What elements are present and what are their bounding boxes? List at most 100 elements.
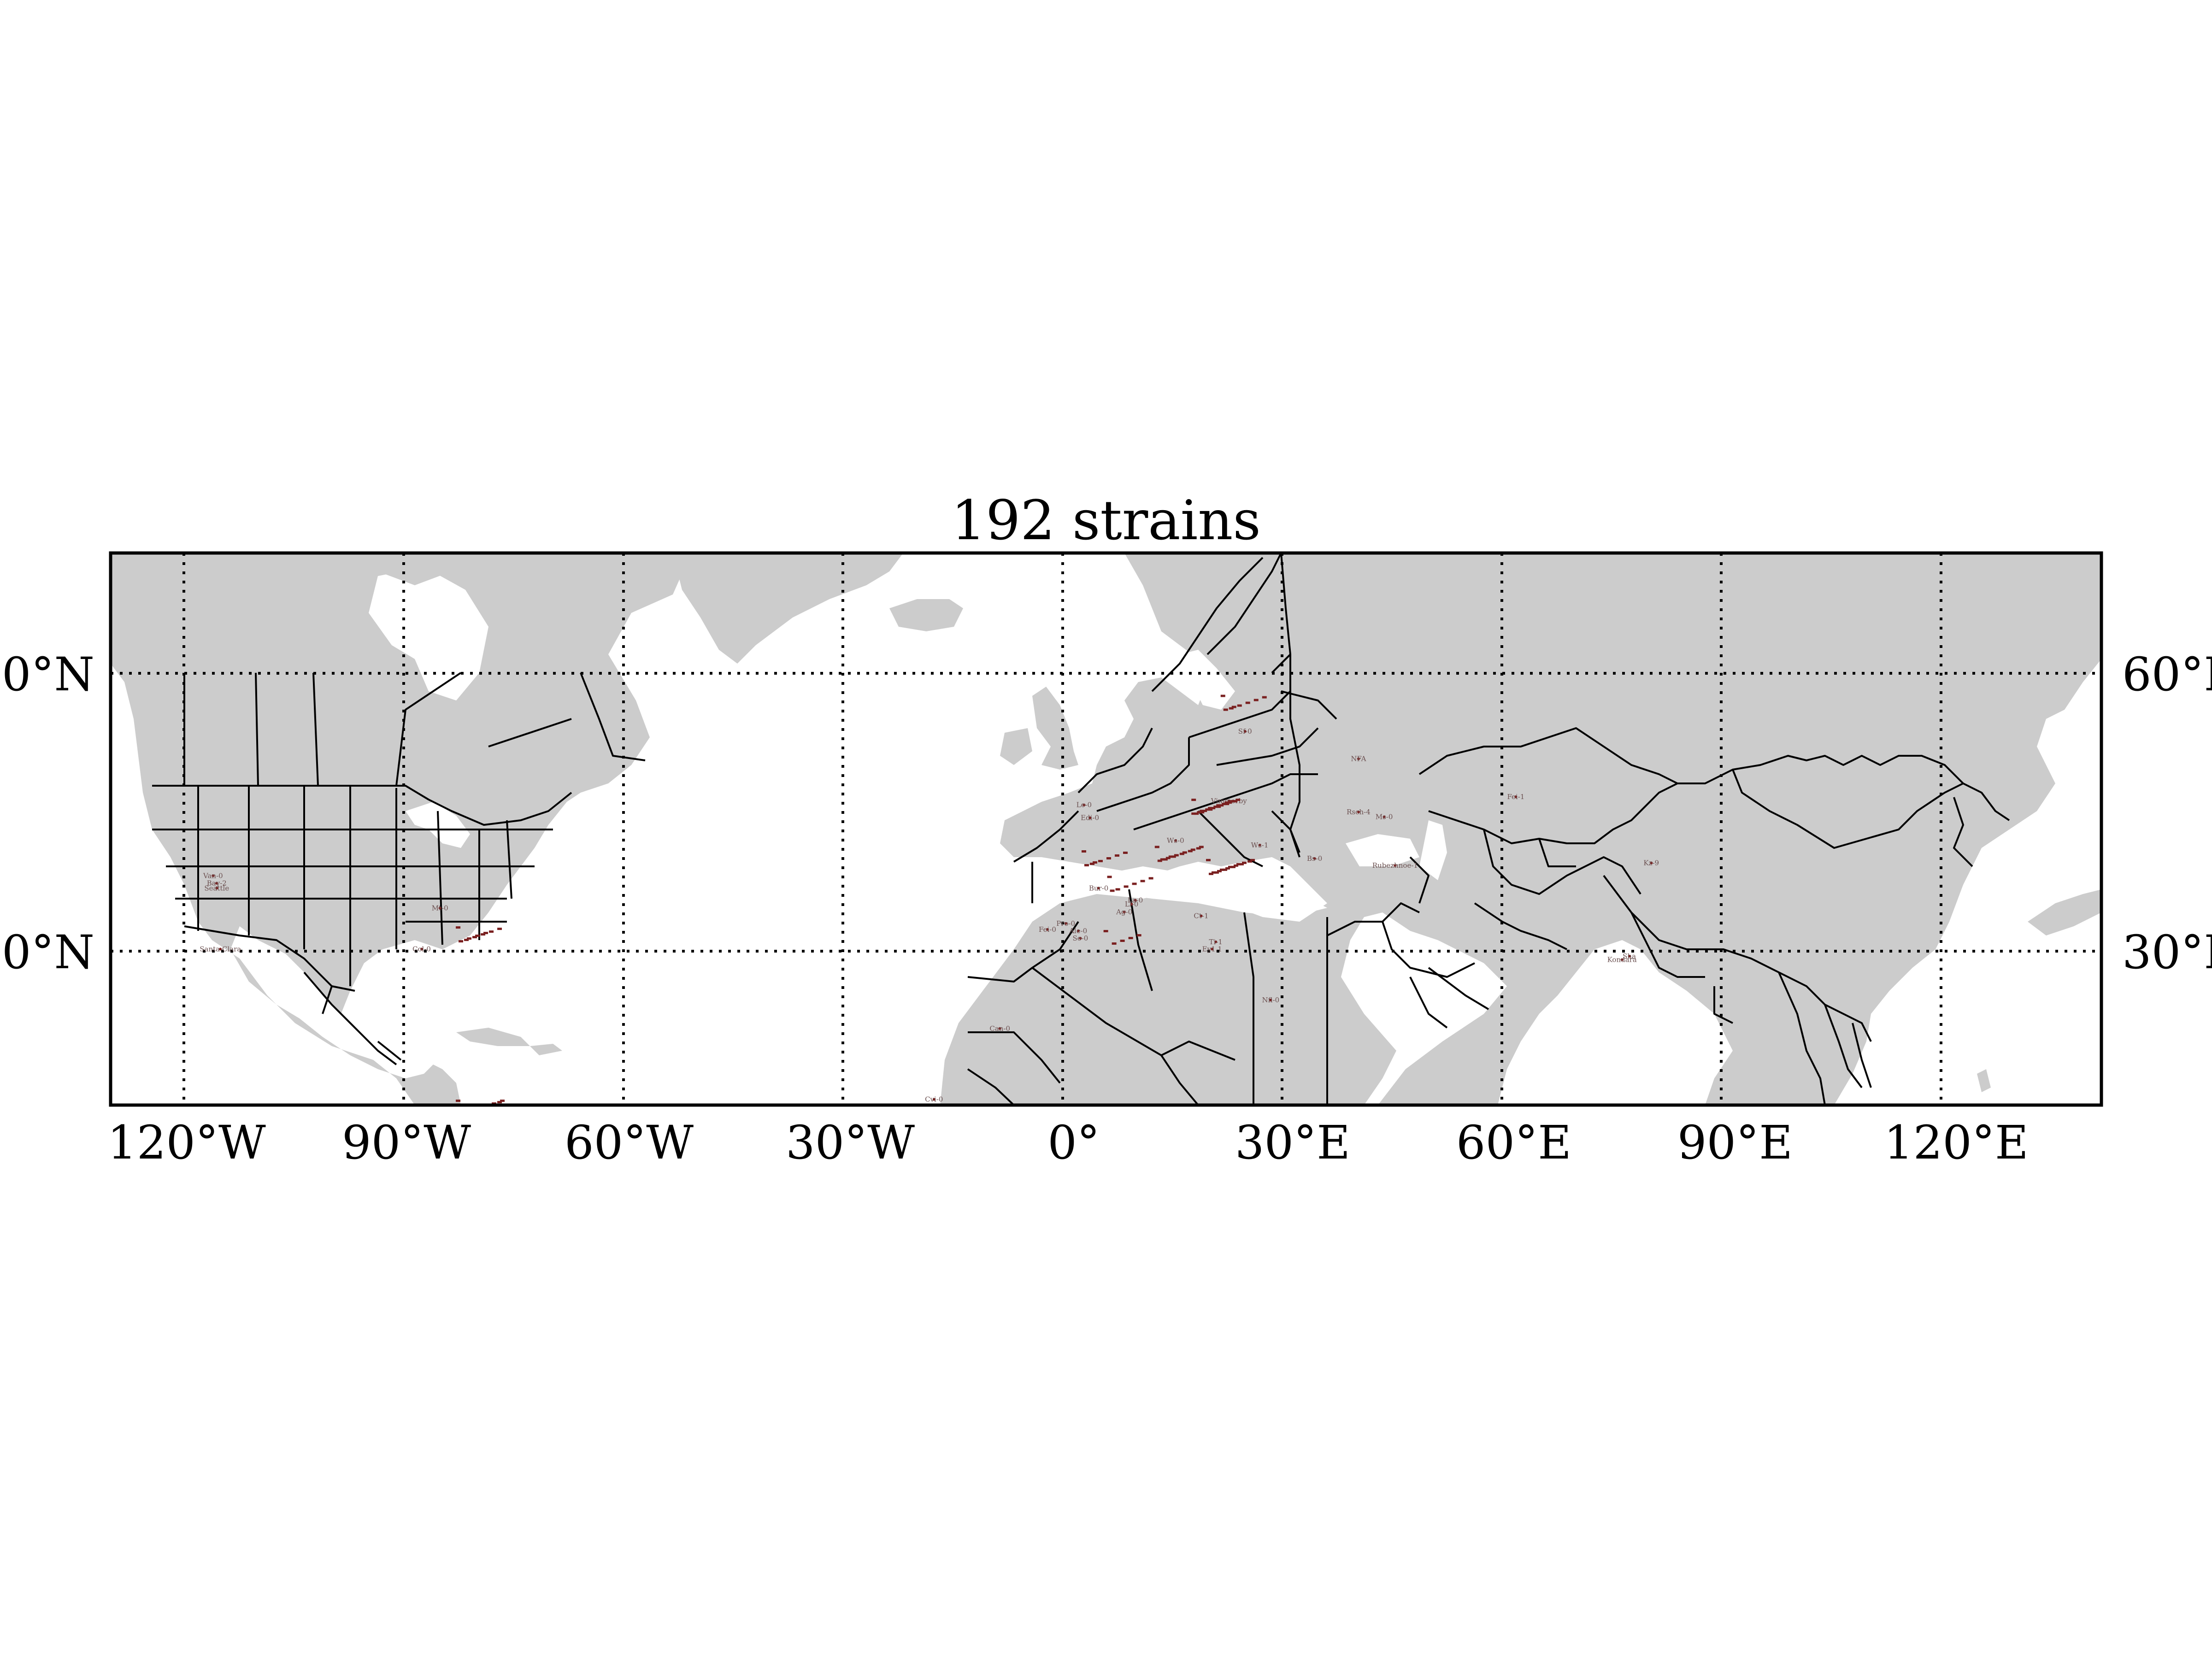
strain-site-label: Ag-0 — [1116, 908, 1132, 916]
border-central-europe — [1188, 690, 1319, 867]
strain-cluster-marker — [483, 932, 488, 935]
strain-site-label: Ti-1 — [1209, 938, 1223, 946]
strain-site-marker — [1514, 795, 1518, 799]
strain-site-label: Seattle — [204, 884, 229, 892]
strain-cluster-marker — [1208, 808, 1213, 811]
strain-site-marker — [1357, 810, 1360, 813]
strain-cluster-marker — [1107, 876, 1112, 878]
strain-site-marker — [1077, 930, 1080, 933]
strain-cluster-marker — [1231, 865, 1235, 868]
strain-cluster-marker — [1234, 864, 1238, 867]
strain-cluster-marker — [481, 1106, 485, 1109]
strain-cluster-marker — [1217, 870, 1222, 872]
strain-cluster-marker — [475, 1108, 480, 1110]
land-arctic-islands — [276, 553, 507, 585]
lon-tick-label: 60°E — [1456, 1116, 1571, 1170]
strain-site-marker — [1046, 928, 1049, 931]
border-north-africa — [967, 889, 1328, 1105]
strain-cluster-marker — [1128, 937, 1133, 940]
strain-cluster-marker — [1200, 811, 1205, 814]
strain-site-marker — [1357, 757, 1360, 760]
strain-cluster-marker — [1165, 857, 1171, 859]
strain-cluster-marker — [1191, 799, 1196, 801]
strain-cluster-marker — [461, 1112, 466, 1114]
border-china-south — [1603, 875, 1872, 1042]
strain-site-label: Fei-0 — [1039, 925, 1056, 934]
strain-cluster-marker — [1216, 804, 1221, 807]
strain-site-label: Can-0 — [989, 1024, 1010, 1033]
strain-site-marker — [1269, 998, 1272, 1001]
strain-cluster-marker — [1225, 867, 1230, 870]
strain-cluster-marker — [1200, 810, 1205, 812]
border-middle-east — [1327, 856, 1489, 1029]
strain-site-label: Santa Clara — [200, 945, 241, 953]
strain-site-marker — [1394, 864, 1397, 867]
hudson-bay — [369, 567, 488, 700]
strain-site-marker — [1620, 958, 1624, 961]
caspian-sea — [1419, 820, 1447, 880]
strain-cluster-marker — [1229, 707, 1234, 710]
land-great-britain — [1032, 687, 1078, 770]
strain-site-label: Tsu-1 — [2103, 979, 2122, 988]
strain-site-label: Bs-0 — [1307, 854, 1322, 863]
strain-cluster-marker — [1082, 850, 1086, 853]
mediterranean-sea — [1097, 866, 1327, 917]
lon-tick-label: 120°E — [1884, 1116, 2029, 1170]
border-mongolia — [1732, 769, 1964, 849]
strain-site-marker — [1650, 861, 1653, 865]
strain-cluster-marker — [1160, 858, 1165, 861]
strain-site-label: Ws-1 — [1251, 841, 1269, 849]
strain-cluster-marker — [1220, 868, 1224, 871]
strain-cluster-marker — [464, 939, 469, 941]
strain-cluster-marker — [475, 935, 480, 937]
map-title: 192 strains — [951, 488, 1261, 552]
strain-site-marker — [219, 947, 222, 951]
strain-site-marker — [932, 1098, 935, 1101]
strain-site-marker — [438, 906, 441, 910]
strain-cluster-marker — [1212, 871, 1216, 874]
strain-site-label: NFA — [1351, 755, 1366, 763]
lon-tick-label: 120°W — [107, 1116, 266, 1170]
strain-cluster-marker — [1223, 708, 1228, 711]
strain-cluster-marker — [1211, 807, 1216, 810]
strain-site-marker — [1088, 816, 1092, 819]
strain-cluster-marker — [1209, 872, 1213, 875]
border-russia-kazakhstan — [1418, 727, 2010, 821]
strain-cluster-marker — [1148, 877, 1153, 880]
strain-site-marker — [1134, 899, 1137, 902]
strain-cluster-marker — [1154, 846, 1159, 848]
strain-cluster-marker — [1115, 854, 1119, 857]
lon-tick-label: 90°W — [342, 1116, 471, 1170]
strain-cluster-marker — [1230, 800, 1235, 803]
strain-cluster-marker — [1262, 696, 1267, 699]
strain-site-label: Ey1.1 — [1202, 945, 1222, 953]
strain-site-marker — [1130, 903, 1133, 906]
strain-cluster-marker — [1132, 882, 1137, 885]
strain-cluster-marker — [497, 928, 502, 930]
strain-cluster-marker — [1250, 859, 1255, 861]
baltic-sea — [1180, 650, 1235, 710]
border-india — [1630, 912, 1733, 1024]
strain-cluster-marker — [1206, 859, 1211, 861]
lat-tick-label-left: 0°N — [2, 647, 94, 701]
land-ireland — [1000, 728, 1032, 765]
strain-site-label: Ws-0 — [1167, 836, 1184, 845]
strain-cluster-marker — [1123, 851, 1128, 854]
strain-cluster-marker — [1171, 855, 1176, 858]
strain-cluster-marker — [500, 1100, 505, 1102]
strain-cluster-marker — [489, 930, 494, 933]
strain-cluster-marker — [1236, 863, 1241, 865]
strain-site-label: Ale-0 — [1069, 927, 1087, 935]
strain-site-marker — [1243, 730, 1247, 733]
lat-tick-label-left: 0°N — [2, 925, 94, 979]
strain-site-label: Van-0 — [203, 871, 223, 880]
strain-cluster-marker — [1237, 704, 1242, 707]
strain-cluster-marker — [1205, 808, 1210, 811]
strain-cluster-marker — [1098, 859, 1103, 862]
strain-cluster-marker — [1106, 857, 1111, 859]
strain-site-label: Cvi-0 — [925, 1095, 943, 1104]
lon-tick-label: 30°W — [786, 1116, 915, 1170]
strain-site-marker — [1079, 937, 1082, 940]
strain-site-label: Edi-0 — [1081, 814, 1099, 822]
strain-cluster-marker — [1239, 863, 1244, 865]
